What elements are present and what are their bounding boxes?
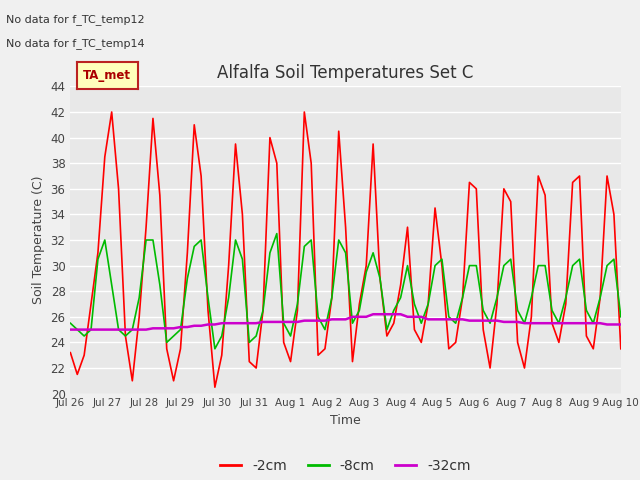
Legend: -2cm, -8cm, -32cm: -2cm, -8cm, -32cm [215,454,476,479]
Title: Alfalfa Soil Temperatures Set C: Alfalfa Soil Temperatures Set C [218,64,474,82]
Text: No data for f_TC_temp12: No data for f_TC_temp12 [6,14,145,25]
X-axis label: Time: Time [330,414,361,427]
Text: No data for f_TC_temp14: No data for f_TC_temp14 [6,38,145,49]
Y-axis label: Soil Temperature (C): Soil Temperature (C) [32,176,45,304]
Text: TA_met: TA_met [83,69,131,82]
